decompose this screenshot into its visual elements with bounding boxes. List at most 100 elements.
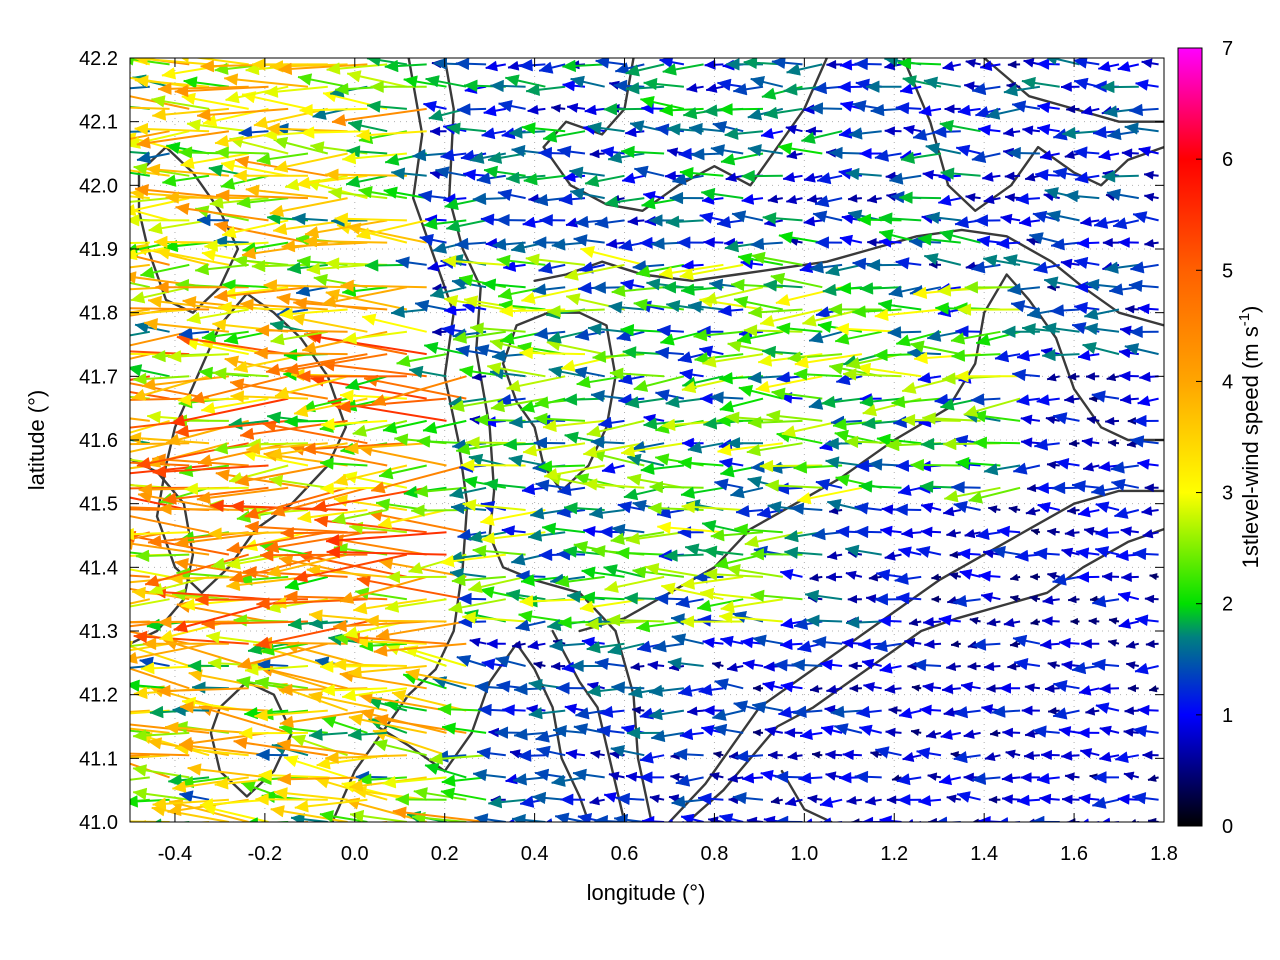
wind-vector bbox=[971, 818, 981, 822]
wind-vector-shaft bbox=[254, 352, 348, 356]
wind-vector bbox=[1148, 685, 1159, 693]
wind-vector bbox=[394, 793, 447, 806]
wind-vector bbox=[1002, 254, 1041, 267]
wind-vector-head bbox=[528, 706, 543, 720]
wind-vector bbox=[1083, 307, 1120, 321]
wind-vector bbox=[1033, 438, 1060, 451]
wind-vector bbox=[1142, 528, 1159, 539]
wind-vector-shaft bbox=[130, 665, 150, 669]
wind-vector-head bbox=[915, 545, 931, 559]
wind-vector-head bbox=[950, 349, 966, 362]
wind-vector bbox=[667, 818, 684, 822]
wind-vector bbox=[533, 327, 566, 340]
wind-vector bbox=[142, 637, 229, 651]
wind-vector bbox=[950, 349, 1001, 362]
wind-vector bbox=[443, 304, 467, 316]
wind-vector-head bbox=[895, 592, 910, 605]
wind-vector bbox=[378, 464, 427, 480]
wind-vector bbox=[847, 194, 862, 203]
wind-vector-head bbox=[153, 235, 168, 249]
wind-vector-head bbox=[439, 554, 455, 568]
wind-vector bbox=[687, 441, 724, 454]
wind-vector-head bbox=[1016, 794, 1030, 807]
wind-vector-head bbox=[665, 299, 681, 313]
wind-vector bbox=[342, 471, 408, 489]
wind-vector-head bbox=[897, 794, 911, 806]
wind-vector-head bbox=[505, 379, 521, 393]
wind-vector bbox=[130, 576, 131, 578]
wind-vector-head bbox=[824, 749, 836, 760]
wind-vector-head bbox=[1113, 506, 1129, 519]
wind-vector-head bbox=[640, 197, 656, 210]
wind-vector bbox=[174, 202, 269, 222]
wind-vector-head bbox=[319, 482, 334, 495]
wind-vector-head bbox=[1076, 237, 1090, 249]
wind-vector-head bbox=[794, 355, 809, 369]
wind-vector bbox=[812, 636, 843, 649]
wind-vector bbox=[390, 167, 427, 180]
wind-vector-head bbox=[1015, 394, 1030, 406]
wind-vector-shaft bbox=[214, 223, 309, 244]
wind-vector-head bbox=[858, 147, 872, 160]
wind-vector-head bbox=[142, 637, 157, 651]
wind-vector-head bbox=[920, 502, 934, 514]
wind-vector bbox=[809, 684, 823, 693]
wind-vector bbox=[615, 546, 665, 560]
wind-vector bbox=[513, 728, 546, 741]
wind-vector-head bbox=[697, 792, 712, 806]
wind-vector bbox=[238, 727, 309, 740]
wind-vector bbox=[939, 229, 981, 244]
wind-vector bbox=[1046, 373, 1060, 382]
wind-vector-head bbox=[566, 590, 581, 604]
wind-vector bbox=[1005, 749, 1021, 759]
wind-vector bbox=[845, 353, 902, 370]
wind-vector bbox=[521, 483, 546, 496]
wind-vector bbox=[130, 330, 150, 337]
wind-vector-head bbox=[675, 595, 691, 609]
wind-vector-head bbox=[1047, 661, 1057, 670]
wind-vector bbox=[888, 285, 922, 298]
wind-vector-head bbox=[226, 541, 241, 555]
wind-vector bbox=[884, 684, 902, 694]
wind-vector-head bbox=[537, 261, 553, 274]
wind-vector-head bbox=[719, 465, 735, 478]
wind-vector bbox=[130, 461, 190, 467]
wind-vector-shaft bbox=[130, 220, 131, 222]
wind-vector bbox=[1018, 216, 1041, 228]
wind-vector bbox=[617, 501, 645, 514]
wind-vector-shaft bbox=[337, 397, 447, 409]
wind-vector bbox=[1136, 458, 1159, 470]
wind-vector-shaft bbox=[147, 299, 230, 311]
wind-vector-head bbox=[229, 390, 244, 403]
wind-vector-head bbox=[519, 795, 535, 808]
wind-vector-head bbox=[607, 643, 623, 656]
wind-vector-head bbox=[866, 258, 881, 272]
wind-vector-head bbox=[983, 463, 999, 476]
wind-vector-head bbox=[1088, 394, 1098, 403]
wind-vector-head bbox=[480, 531, 496, 545]
wind-vector bbox=[1052, 679, 1080, 693]
wind-vector-head bbox=[939, 398, 955, 411]
wind-vector-head bbox=[461, 611, 476, 624]
wind-vector bbox=[1124, 304, 1139, 314]
wind-vector bbox=[130, 798, 150, 803]
wind-vector-head bbox=[591, 350, 607, 363]
wind-vector-head bbox=[560, 359, 576, 372]
wind-vector bbox=[344, 375, 388, 391]
wind-vector-head bbox=[999, 213, 1013, 225]
wind-vector-head bbox=[701, 637, 715, 649]
wind-vector-head bbox=[480, 213, 495, 226]
wind-vector bbox=[1107, 439, 1120, 447]
wind-vector-head bbox=[319, 810, 335, 822]
wind-vector-shaft bbox=[130, 350, 190, 356]
wind-vector bbox=[894, 257, 922, 270]
wind-vector bbox=[212, 367, 269, 380]
wind-vector-head bbox=[1104, 261, 1119, 274]
wind-vector bbox=[868, 573, 882, 582]
wind-vector-head bbox=[950, 640, 960, 648]
wind-vector-head bbox=[102, 545, 116, 557]
wind-vector-head bbox=[1019, 772, 1032, 783]
wind-vector-head bbox=[743, 324, 758, 337]
wind-vector-head bbox=[477, 703, 492, 717]
wind-vector-head bbox=[545, 818, 553, 822]
